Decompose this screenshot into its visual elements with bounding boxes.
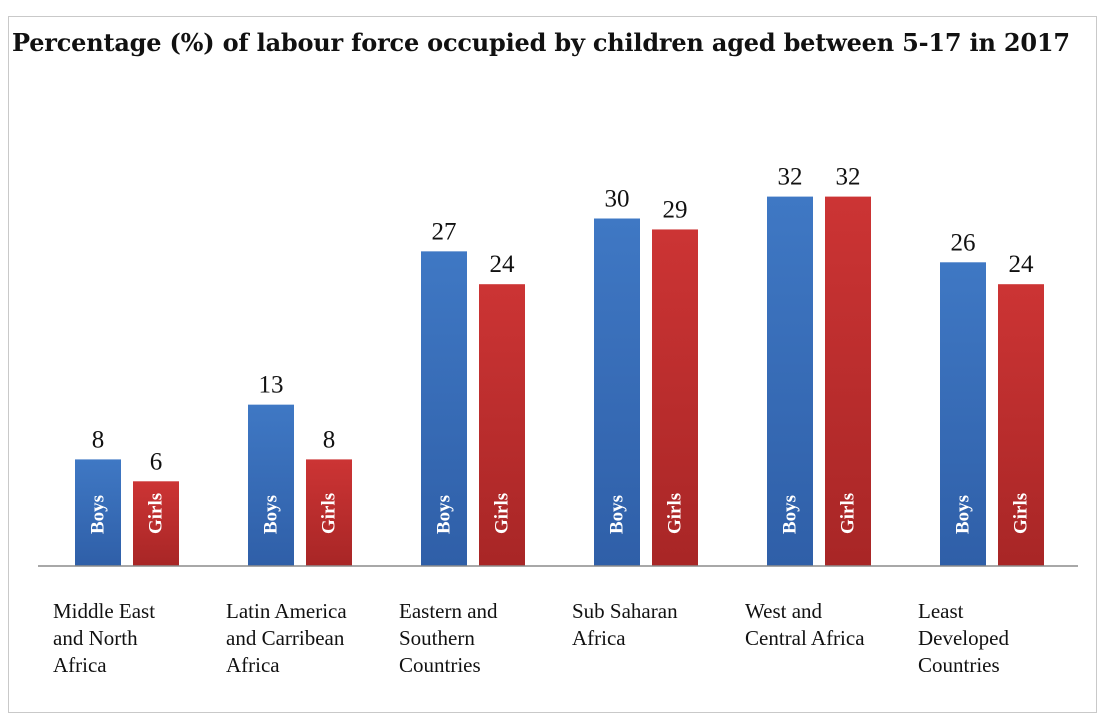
- bar-boys-3: [594, 218, 640, 566]
- bar-boys-0: [75, 459, 121, 566]
- chart-title: Percentage (%) of labour force occupied …: [12, 28, 1070, 57]
- bar-series-label-boys-1: Boys: [261, 495, 282, 534]
- bar-boys-5: [940, 262, 986, 566]
- bar-series-label-boys-0: Boys: [88, 495, 109, 534]
- bar-boys-1: [248, 404, 294, 566]
- category-label-4: West and Central Africa: [745, 599, 865, 650]
- value-label-girls-1: 8: [323, 426, 336, 453]
- bar-series-label-boys-3: Boys: [607, 495, 628, 534]
- value-label-boys-5: 26: [951, 229, 976, 256]
- chart-frame: [8, 16, 1097, 713]
- bar-girls-1: [306, 459, 352, 566]
- value-label-girls-0: 6: [150, 448, 163, 475]
- category-label-2: Eastern and Southern Countries: [399, 599, 498, 677]
- bar-girls-5: [998, 284, 1044, 566]
- bar-girls-2: [479, 284, 525, 566]
- value-label-boys-0: 8: [92, 426, 105, 453]
- category-label-3: Sub Saharan Africa: [572, 599, 678, 650]
- bar-series-label-girls-2: Girls: [492, 493, 513, 534]
- category-label-1: Latin America and Carribean Africa: [226, 599, 347, 677]
- bar-girls-0: [133, 481, 179, 566]
- bar-series-label-boys-4: Boys: [780, 495, 801, 534]
- value-label-boys-3: 30: [605, 186, 630, 213]
- bar-series-label-girls-3: Girls: [665, 493, 686, 534]
- value-label-girls-5: 24: [1009, 251, 1035, 278]
- value-label-boys-1: 13: [259, 372, 284, 399]
- category-label-5: Least Developed Countries: [918, 599, 1009, 677]
- bar-series-label-girls-0: Girls: [146, 493, 167, 534]
- value-label-girls-3: 29: [663, 196, 688, 223]
- category-label-0: Middle East and North Africa: [53, 599, 155, 677]
- bar-series-label-girls-1: Girls: [319, 493, 340, 534]
- bar-boys-2: [421, 251, 467, 566]
- value-label-boys-4: 32: [778, 164, 803, 191]
- value-label-boys-2: 27: [432, 218, 457, 245]
- bar-series-label-boys-5: Boys: [953, 495, 974, 534]
- bar-series-label-boys-2: Boys: [434, 495, 455, 534]
- bar-girls-3: [652, 229, 698, 566]
- bar-girls-4: [825, 196, 871, 566]
- bar-series-label-girls-4: Girls: [838, 493, 859, 534]
- value-label-girls-2: 24: [490, 251, 516, 278]
- bar-boys-4: [767, 196, 813, 566]
- bar-series-label-girls-5: Girls: [1011, 493, 1032, 534]
- value-label-girls-4: 32: [836, 164, 861, 191]
